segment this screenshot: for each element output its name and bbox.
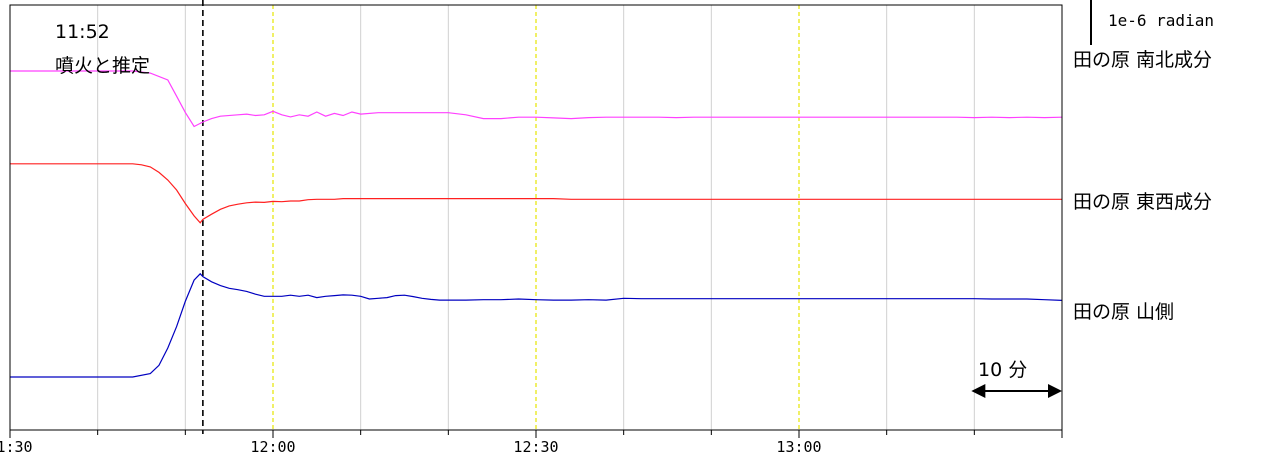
series-line: [10, 163, 1062, 224]
series-layer: [10, 70, 1063, 378]
series-label: 田の原 南北成分: [1073, 49, 1212, 71]
x-scale-arrow-head-right: [1048, 384, 1062, 398]
x-scale-arrow-head-left: [971, 384, 986, 398]
x-tick-label: 13:00: [776, 438, 821, 455]
y-scale-label: 1e-6 radian: [1108, 11, 1214, 30]
x-axis-ticks: 11:30 12:00 12:30 13:00: [0, 430, 1063, 455]
series-label: 田の原 山側: [1073, 301, 1174, 323]
x-scale-arrow: [971, 384, 1062, 398]
x-tick-label: 11:30: [0, 438, 33, 455]
series-line: [10, 70, 1063, 128]
grid-layer: [97, 0, 975, 434]
series-line: [10, 272, 1063, 378]
x-tick-label: 12:30: [513, 438, 558, 455]
x-tick-label: 12:00: [250, 438, 295, 455]
x-scale-label: 10 分: [978, 359, 1027, 381]
event-time-annotation: 11:52: [55, 21, 110, 43]
series-label: 田の原 東西成分: [1073, 191, 1212, 213]
event-text-annotation: 噴火と推定: [55, 55, 150, 77]
